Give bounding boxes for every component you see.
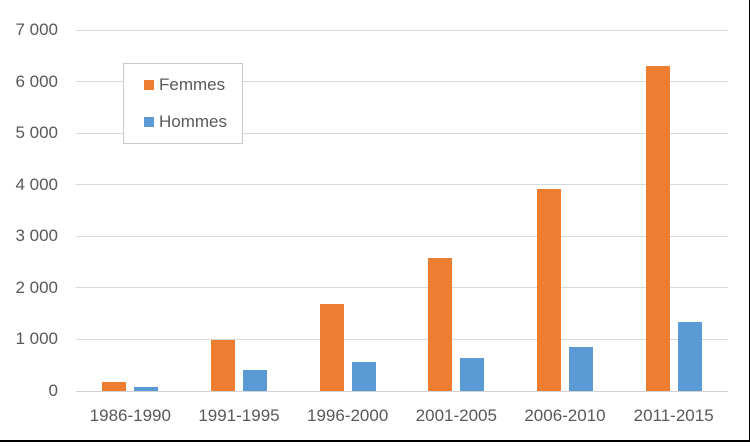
- gridline: [76, 287, 728, 289]
- x-axis-category-label: 2011-2015: [633, 406, 714, 425]
- bar-femmes-2011-2015: [645, 66, 670, 391]
- bar-femmes-2001-2005: [428, 257, 453, 391]
- y-axis-tick-label: 5 000: [15, 123, 58, 143]
- gridline: [76, 29, 728, 31]
- y-axis-tick-label: 2 000: [15, 277, 58, 297]
- x-axis-category-label: 1991-1995: [198, 406, 280, 425]
- bar-hommes-2006-2010: [569, 346, 593, 391]
- x-axis-category-label: 2006-2010: [524, 406, 606, 425]
- y-axis-tick-label: 6 000: [15, 71, 58, 91]
- gridline: [76, 184, 728, 186]
- y-axis-tick-label: 3 000: [15, 226, 58, 246]
- legend-item-hommes: Hommes: [144, 112, 227, 132]
- y-axis-tick-label: 0: [48, 381, 58, 400]
- y-axis-tick-label: 7 000: [15, 20, 58, 39]
- legend-item-femmes: Femmes: [144, 75, 225, 95]
- x-axis-category-label: 1996-2000: [307, 406, 389, 425]
- gridline: [76, 235, 728, 237]
- bar-femmes-1996-2000: [319, 303, 344, 391]
- legend-label: Femmes: [159, 75, 226, 94]
- y-axis-tick-label: 1 000: [15, 329, 58, 349]
- bar-hommes-1986-1990: [134, 386, 159, 391]
- x-axis-category-label: 1986-1990: [89, 406, 171, 425]
- legend-label: Hommes: [159, 112, 228, 131]
- bar-hommes-1991-1995: [243, 370, 267, 391]
- bar-femmes-1991-1995: [211, 340, 235, 391]
- legend-swatch-femmes: [144, 80, 154, 90]
- bar-femmes-2006-2010: [537, 188, 561, 391]
- bar-hommes-2011-2015: [677, 322, 702, 391]
- bar-hommes-1996-2000: [351, 362, 376, 391]
- y-axis-tick-label: 4 000: [15, 174, 58, 194]
- legend-swatch-hommes: [144, 117, 154, 127]
- x-axis-category-label: 2001-2005: [415, 406, 497, 425]
- x-axis-line: [76, 391, 728, 392]
- gridline: [76, 132, 728, 134]
- gridline: [76, 81, 728, 83]
- bar-femmes-1986-1990: [102, 382, 127, 391]
- bar-hommes-2001-2005: [460, 357, 485, 391]
- legend: Femmes Hommes: [123, 63, 243, 144]
- gridline: [76, 338, 728, 340]
